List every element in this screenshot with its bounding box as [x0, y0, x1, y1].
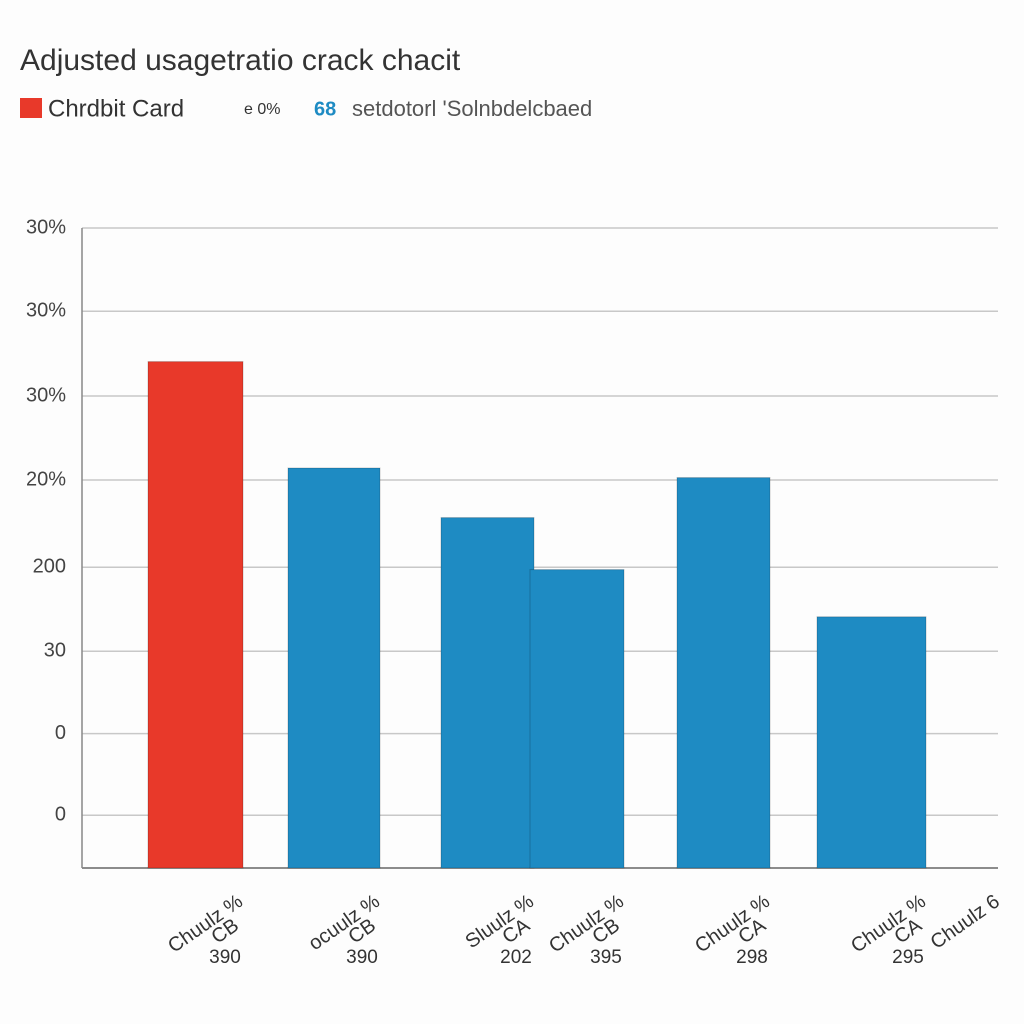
y-tick-label: 30% [26, 216, 66, 238]
x-tick-label: 298 [736, 947, 768, 968]
x-tick-label: 395 [590, 947, 622, 968]
x-tick-label: Chuulz 6 [927, 890, 1004, 953]
x-tick-label: 295 [892, 947, 924, 968]
y-tick-label: 30% [26, 384, 66, 406]
x-tick-label: 390 [346, 947, 378, 968]
legend-swatch [20, 98, 42, 118]
bar [440, 517, 535, 869]
bar [816, 616, 927, 869]
x-tick-label: 202 [500, 947, 532, 968]
x-tick-label: Sluulz % [462, 890, 539, 953]
legend-note: e 0% [244, 101, 280, 118]
legend-note: 68 [314, 98, 336, 120]
y-tick-label: 0 [55, 803, 66, 825]
y-tick-label: 30% [26, 299, 66, 321]
y-tick-label: 20% [26, 468, 66, 490]
bar [147, 361, 244, 869]
legend-label: Chrdbit Card [48, 95, 184, 122]
legend: Chrdbit Card e 0% 68 setdotorl 'Solnbdelcba… [20, 95, 592, 122]
legend-label: setdotorl 'Solnbdelcbaed [352, 96, 592, 121]
x-tick-label: 390 [209, 947, 241, 968]
bar [676, 477, 771, 869]
y-tick-label: 30 [44, 639, 66, 661]
y-tick-label: 200 [33, 555, 66, 577]
y-tick-label: 0 [55, 722, 66, 744]
chart-title: Adjusted usagetratio crack chacit [20, 44, 461, 77]
bar [529, 569, 625, 869]
bar [287, 467, 381, 869]
